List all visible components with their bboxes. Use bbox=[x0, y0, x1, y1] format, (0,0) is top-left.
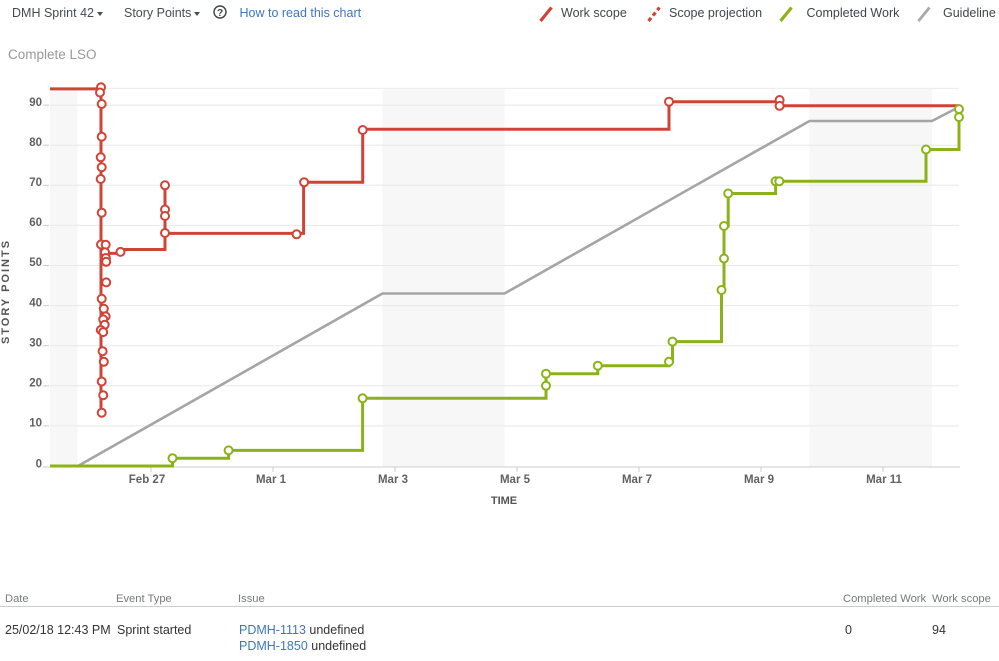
svg-text:50: 50 bbox=[29, 257, 42, 269]
svg-text:30: 30 bbox=[29, 337, 42, 349]
svg-text:40: 40 bbox=[29, 297, 42, 309]
svg-text:60: 60 bbox=[29, 217, 42, 229]
svg-text:TIME: TIME bbox=[491, 495, 517, 507]
svg-text:70: 70 bbox=[29, 177, 42, 189]
svg-text:80: 80 bbox=[29, 137, 42, 149]
svg-text:90: 90 bbox=[29, 97, 42, 109]
svg-text:Feb 27: Feb 27 bbox=[129, 474, 165, 486]
svg-text:0: 0 bbox=[36, 459, 42, 471]
svg-text:Mar 11: Mar 11 bbox=[866, 474, 902, 486]
svg-text:?: ? bbox=[216, 7, 222, 18]
svg-text:Mar 3: Mar 3 bbox=[378, 474, 408, 486]
svg-text:STORY POINTS: STORY POINTS bbox=[0, 239, 12, 344]
svg-text:Mar 5: Mar 5 bbox=[500, 474, 531, 486]
svg-text:Mar 1: Mar 1 bbox=[256, 474, 287, 486]
svg-text:Mar 9: Mar 9 bbox=[744, 474, 774, 486]
svg-text:10: 10 bbox=[29, 418, 42, 430]
svg-text:Mar 7: Mar 7 bbox=[622, 474, 652, 486]
svg-text:20: 20 bbox=[29, 378, 42, 390]
